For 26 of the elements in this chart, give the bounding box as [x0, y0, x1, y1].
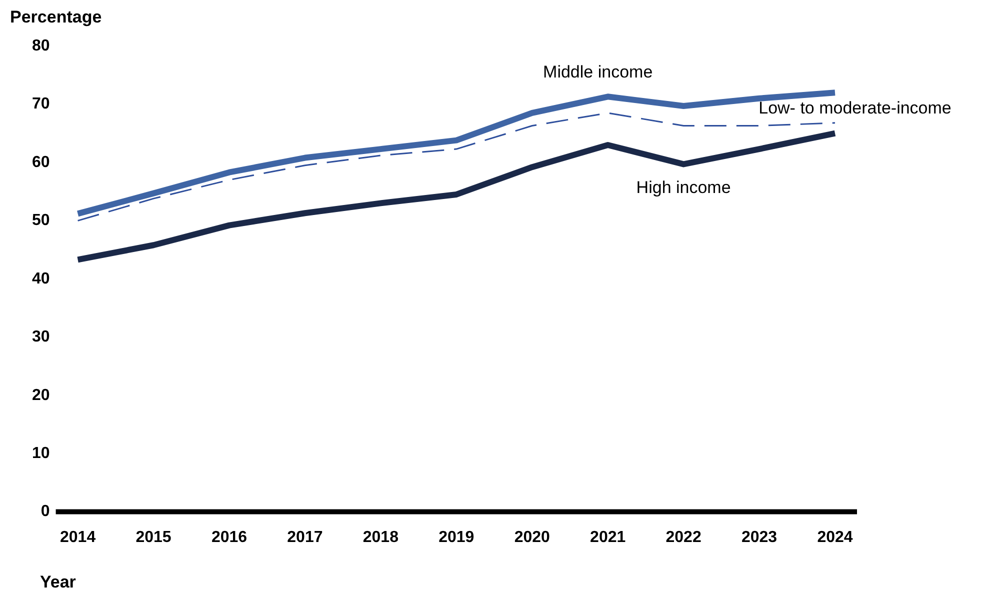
y-tick-label: 50: [32, 212, 50, 230]
x-tick-label: 2023: [741, 528, 778, 546]
series-label: Low- to moderate-income: [758, 98, 952, 118]
y-axis-title: Percentage: [10, 8, 102, 27]
series-label: High income: [636, 178, 731, 197]
x-tick-label: 2015: [136, 528, 172, 546]
x-tick-label: 2016: [211, 528, 248, 546]
series-label: Middle income: [543, 62, 653, 82]
x-tick-label: 2019: [438, 528, 474, 546]
line-series: [77, 112, 836, 222]
x-tick-label: 2018: [362, 528, 399, 546]
x-tick-label: 2014: [60, 528, 96, 546]
y-tick-label: 0: [40, 503, 50, 520]
y-tick-label: 80: [32, 37, 50, 54]
y-tick-label: 40: [32, 270, 50, 288]
x-tick-label: 2021: [590, 528, 626, 546]
x-tick-label: 2020: [514, 528, 550, 546]
x-tick-label: 2017: [287, 528, 323, 546]
y-tick-label: 70: [32, 96, 50, 113]
y-tick-label: 60: [32, 154, 50, 171]
y-tick-label: 20: [32, 386, 50, 404]
x-tick-label: 2022: [666, 528, 702, 546]
x-axis-title: Year: [40, 572, 76, 592]
y-tick-label: 10: [32, 444, 50, 462]
y-tick-label: 30: [32, 328, 50, 346]
x-tick-label: 2024: [817, 528, 853, 546]
